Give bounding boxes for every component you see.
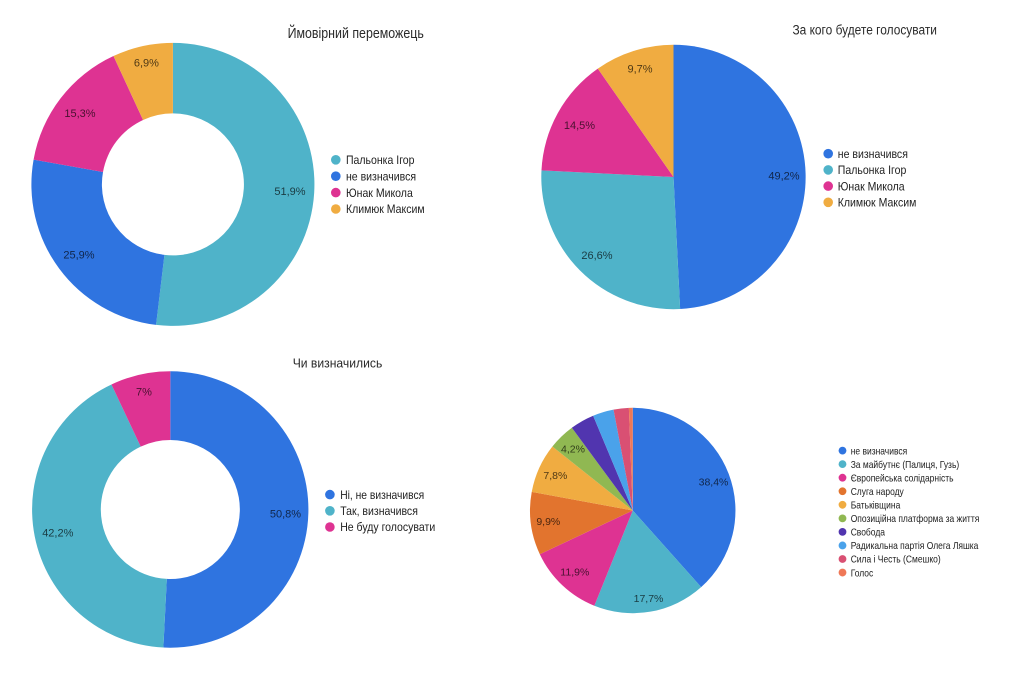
svg-text:Ні, не визначився: Ні, не визначився	[340, 488, 424, 502]
svg-text:Юнак Микола: Юнак Микола	[838, 179, 905, 193]
svg-text:Не буду голосувати: Не буду голосувати	[340, 520, 435, 534]
svg-text:За майбутнє (Палиця, Гузь): За майбутнє (Палиця, Гузь)	[851, 459, 960, 471]
svg-text:Пальонка Ігор: Пальонка Ігор	[346, 153, 415, 167]
svg-text:6,9%: 6,9%	[134, 57, 159, 69]
svg-text:15,3%: 15,3%	[64, 108, 95, 120]
svg-text:Климюк Максим: Климюк Максим	[346, 202, 425, 216]
svg-text:38,4%: 38,4%	[699, 476, 729, 488]
svg-text:Опозиційна платформа за життя: Опозиційна платформа за життя	[851, 513, 980, 525]
svg-text:Юнак Микола: Юнак Микола	[346, 186, 413, 200]
svg-text:11,9%: 11,9%	[560, 567, 589, 579]
svg-text:Радикальна партія Олега Ляшка: Радикальна партія Олега Ляшка	[851, 540, 979, 552]
svg-text:7%: 7%	[136, 386, 152, 398]
svg-text:25,9%: 25,9%	[63, 250, 94, 262]
svg-text:9,7%: 9,7%	[627, 64, 652, 76]
svg-text:Слуга народу: Слуга народу	[851, 486, 905, 498]
svg-text:Свобода: Свобода	[851, 527, 885, 539]
svg-text:50,8%: 50,8%	[270, 508, 301, 520]
svg-text:14,5%: 14,5%	[564, 120, 595, 132]
svg-text:не визначився: не визначився	[346, 169, 416, 183]
svg-text:49,2%: 49,2%	[768, 170, 799, 182]
svg-text:7,8%: 7,8%	[543, 470, 567, 482]
svg-text:26,6%: 26,6%	[581, 250, 612, 262]
svg-text:не визначився: не визначився	[851, 445, 908, 457]
svg-text:Батьківщина: Батьківщина	[851, 500, 901, 512]
svg-text:не визначився: не визначився	[838, 147, 908, 161]
svg-text:17,7%: 17,7%	[634, 593, 664, 605]
svg-text:Так, визначився: Так, визначився	[340, 504, 418, 518]
svg-text:Європейська солідарність: Європейська солідарність	[851, 472, 954, 484]
svg-text:4,2%: 4,2%	[561, 443, 585, 455]
svg-text:Пальонка Ігор: Пальонка Ігор	[838, 163, 907, 177]
svg-text:Чи визначились: Чи визначились	[293, 356, 383, 370]
svg-text:Климюк Максим: Климюк Максим	[838, 196, 917, 210]
svg-text:За кого будете голосувати: За кого будете голосувати	[792, 23, 937, 38]
svg-text:9,9%: 9,9%	[536, 516, 560, 528]
svg-text:42,2%: 42,2%	[42, 528, 73, 540]
svg-text:Ймовірний переможець: Ймовірний переможець	[288, 24, 424, 42]
svg-text:51,9%: 51,9%	[274, 186, 305, 198]
svg-text:Сила і Честь (Смешко): Сила і Честь (Смешко)	[851, 554, 941, 566]
svg-text:Голос: Голос	[851, 567, 874, 579]
